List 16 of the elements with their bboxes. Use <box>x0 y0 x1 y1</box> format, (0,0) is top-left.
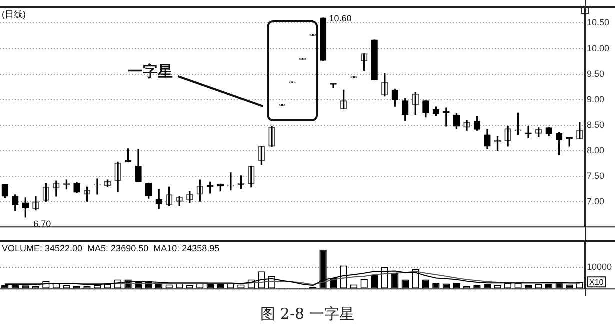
text: X10 <box>590 278 604 287</box>
chart-title: (日线) <box>2 9 26 20</box>
caption: 图 2-8 一字星 <box>260 305 356 324</box>
y-tick-label: 10000 <box>587 262 612 272</box>
y-tick-label: 10.00 <box>587 43 610 54</box>
y-tick-label: 8.00 <box>587 145 605 156</box>
y-tick-label: 9.00 <box>587 94 605 104</box>
annotation: 6.70 <box>34 218 52 229</box>
y-tick-label: 8.50 <box>587 120 605 130</box>
annotation: 一字星 <box>128 62 174 80</box>
annotation: 10.60 <box>329 14 352 24</box>
y-tick-label: 10.50 <box>587 18 610 28</box>
y-tick-label: 9.50 <box>587 68 605 79</box>
y-tick-label: 7.00 <box>587 196 605 207</box>
chart-title: VOLUME: 34522.00 MA5: 23690.50 MA10: 24358.95 <box>2 243 220 254</box>
y-tick-label: 7.50 <box>587 171 605 182</box>
